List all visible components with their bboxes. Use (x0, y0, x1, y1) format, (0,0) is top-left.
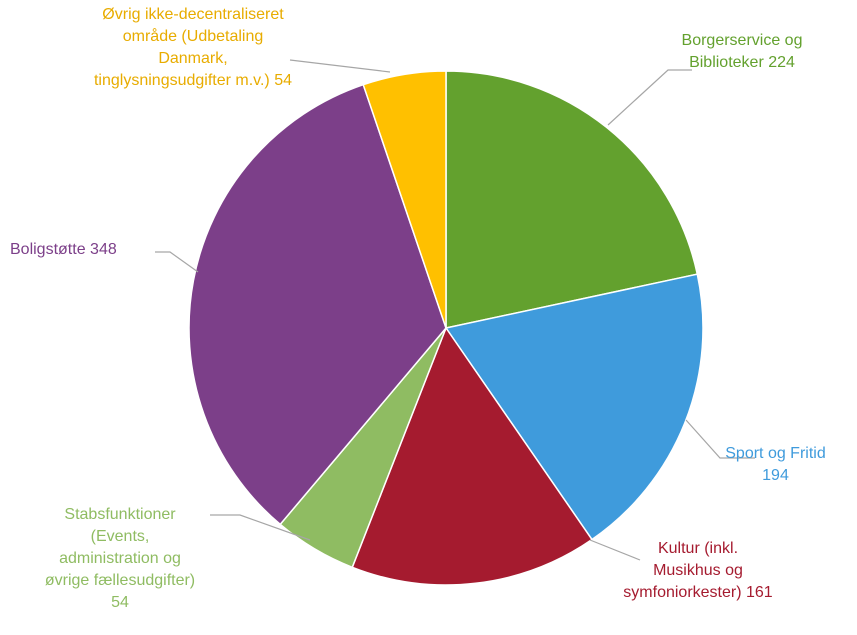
data-label: Kultur (inkl. Musikhus og symfoniorkeste… (623, 538, 773, 604)
pie-slice (445, 70, 699, 329)
pie-slice (362, 70, 447, 329)
value-label: 348 (90, 241, 117, 258)
data-label: Boligstøtte 348 (10, 239, 117, 261)
value-label: 224 (768, 54, 795, 71)
leader-line (607, 69, 692, 126)
category-label: Kultur (inkl. Musikhus og symfoniorkeste… (623, 540, 743, 601)
value-label: 194 (762, 467, 789, 484)
category-label: Borgerservice og Biblioteker (681, 32, 803, 71)
leader-lines (155, 59, 755, 561)
value-label: 161 (746, 584, 773, 601)
pie-slice (188, 83, 447, 526)
leader-line (685, 419, 755, 459)
leader-line (210, 514, 311, 541)
category-label: Øvrig ikke-decentraliseret område (Udbet… (93, 6, 284, 89)
leader-line (155, 251, 199, 273)
category-label: Stabsfunktioner (Events, administration … (44, 506, 196, 589)
pie-slice (351, 326, 594, 586)
data-label: Borgerservice og Biblioteker 224 (657, 30, 827, 74)
category-label: Sport og Fritid (725, 445, 826, 462)
data-label: Øvrig ikke-decentraliseret område (Udbet… (93, 4, 293, 92)
leader-line (289, 59, 391, 73)
value-label: 54 (274, 72, 293, 89)
category-label: Boligstøtte (10, 241, 86, 258)
value-label: 54 (111, 594, 129, 611)
data-label: Stabsfunktioner (Events, administration … (40, 504, 200, 614)
pie-slice (444, 273, 704, 541)
leader-line (589, 539, 641, 561)
data-label: Sport og Fritid 194 (713, 443, 838, 487)
